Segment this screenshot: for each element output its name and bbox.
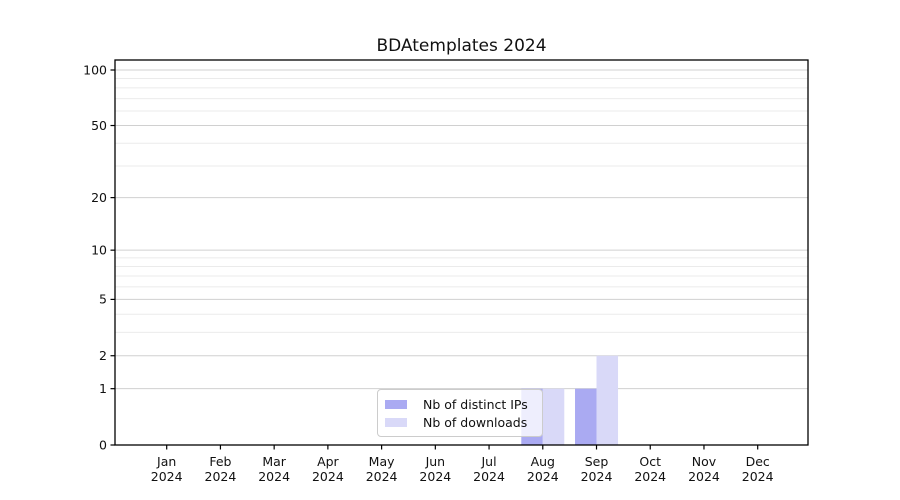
x-tick-label-year: 2024 bbox=[205, 469, 237, 484]
x-tick-label-month: May bbox=[369, 454, 395, 469]
legend-swatch-downloads-icon bbox=[385, 417, 407, 427]
y-tick-label: 50 bbox=[91, 118, 107, 133]
y-tick-label: 1 bbox=[99, 381, 107, 396]
x-tick-label-month: Jun bbox=[425, 454, 446, 469]
x-tick-label-month: Apr bbox=[317, 454, 339, 469]
x-tick-label-month: Aug bbox=[531, 454, 555, 469]
bar-distinct-ips-sep bbox=[575, 388, 597, 445]
x-tick-label-year: 2024 bbox=[527, 469, 559, 484]
legend: Nb of distinct IPs Nb of downloads bbox=[377, 389, 543, 437]
x-tick-label-year: 2024 bbox=[581, 469, 613, 484]
x-tick-label-year: 2024 bbox=[742, 469, 774, 484]
x-tick-label-year: 2024 bbox=[634, 469, 666, 484]
x-tick-label-month: Mar bbox=[262, 454, 286, 469]
bar-downloads-sep bbox=[596, 355, 619, 445]
bar-downloads-aug bbox=[542, 388, 565, 445]
x-tick-label-month: Jul bbox=[481, 454, 497, 469]
legend-entry-downloads: Nb of downloads bbox=[385, 415, 533, 430]
x-tick-label-year: 2024 bbox=[688, 469, 720, 484]
legend-label-downloads: Nb of downloads bbox=[423, 414, 528, 430]
y-tick-label: 0 bbox=[99, 437, 107, 452]
y-tick-label: 20 bbox=[91, 190, 107, 205]
y-tick-label: 100 bbox=[83, 62, 107, 77]
x-tick-label-month: Feb bbox=[209, 454, 231, 469]
x-tick-label-month: Oct bbox=[639, 454, 661, 469]
x-tick-label-year: 2024 bbox=[151, 469, 183, 484]
legend-label-distinct-ips: Nb of distinct IPs bbox=[423, 396, 528, 412]
x-tick-label-year: 2024 bbox=[258, 469, 290, 484]
x-tick-label-month: Jan bbox=[156, 454, 176, 469]
x-tick-label-year: 2024 bbox=[419, 469, 451, 484]
y-tick-label: 2 bbox=[99, 348, 107, 363]
x-tick-label-year: 2024 bbox=[312, 469, 344, 484]
chart-title: BDAtemplates 2024 bbox=[376, 36, 547, 56]
legend-entry-distinct-ips: Nb of distinct IPs bbox=[385, 397, 533, 412]
x-tick-label-month: Sep bbox=[585, 454, 609, 469]
legend-swatch-distinct-ips-icon bbox=[385, 399, 407, 409]
y-tick-label: 10 bbox=[91, 242, 107, 257]
x-tick-label-year: 2024 bbox=[473, 469, 505, 484]
x-tick-label-year: 2024 bbox=[366, 469, 398, 484]
x-tick-label-month: Dec bbox=[746, 454, 770, 469]
x-tick-label-month: Nov bbox=[692, 454, 717, 469]
plot-area bbox=[114, 59, 809, 446]
y-tick-label: 5 bbox=[99, 292, 107, 307]
